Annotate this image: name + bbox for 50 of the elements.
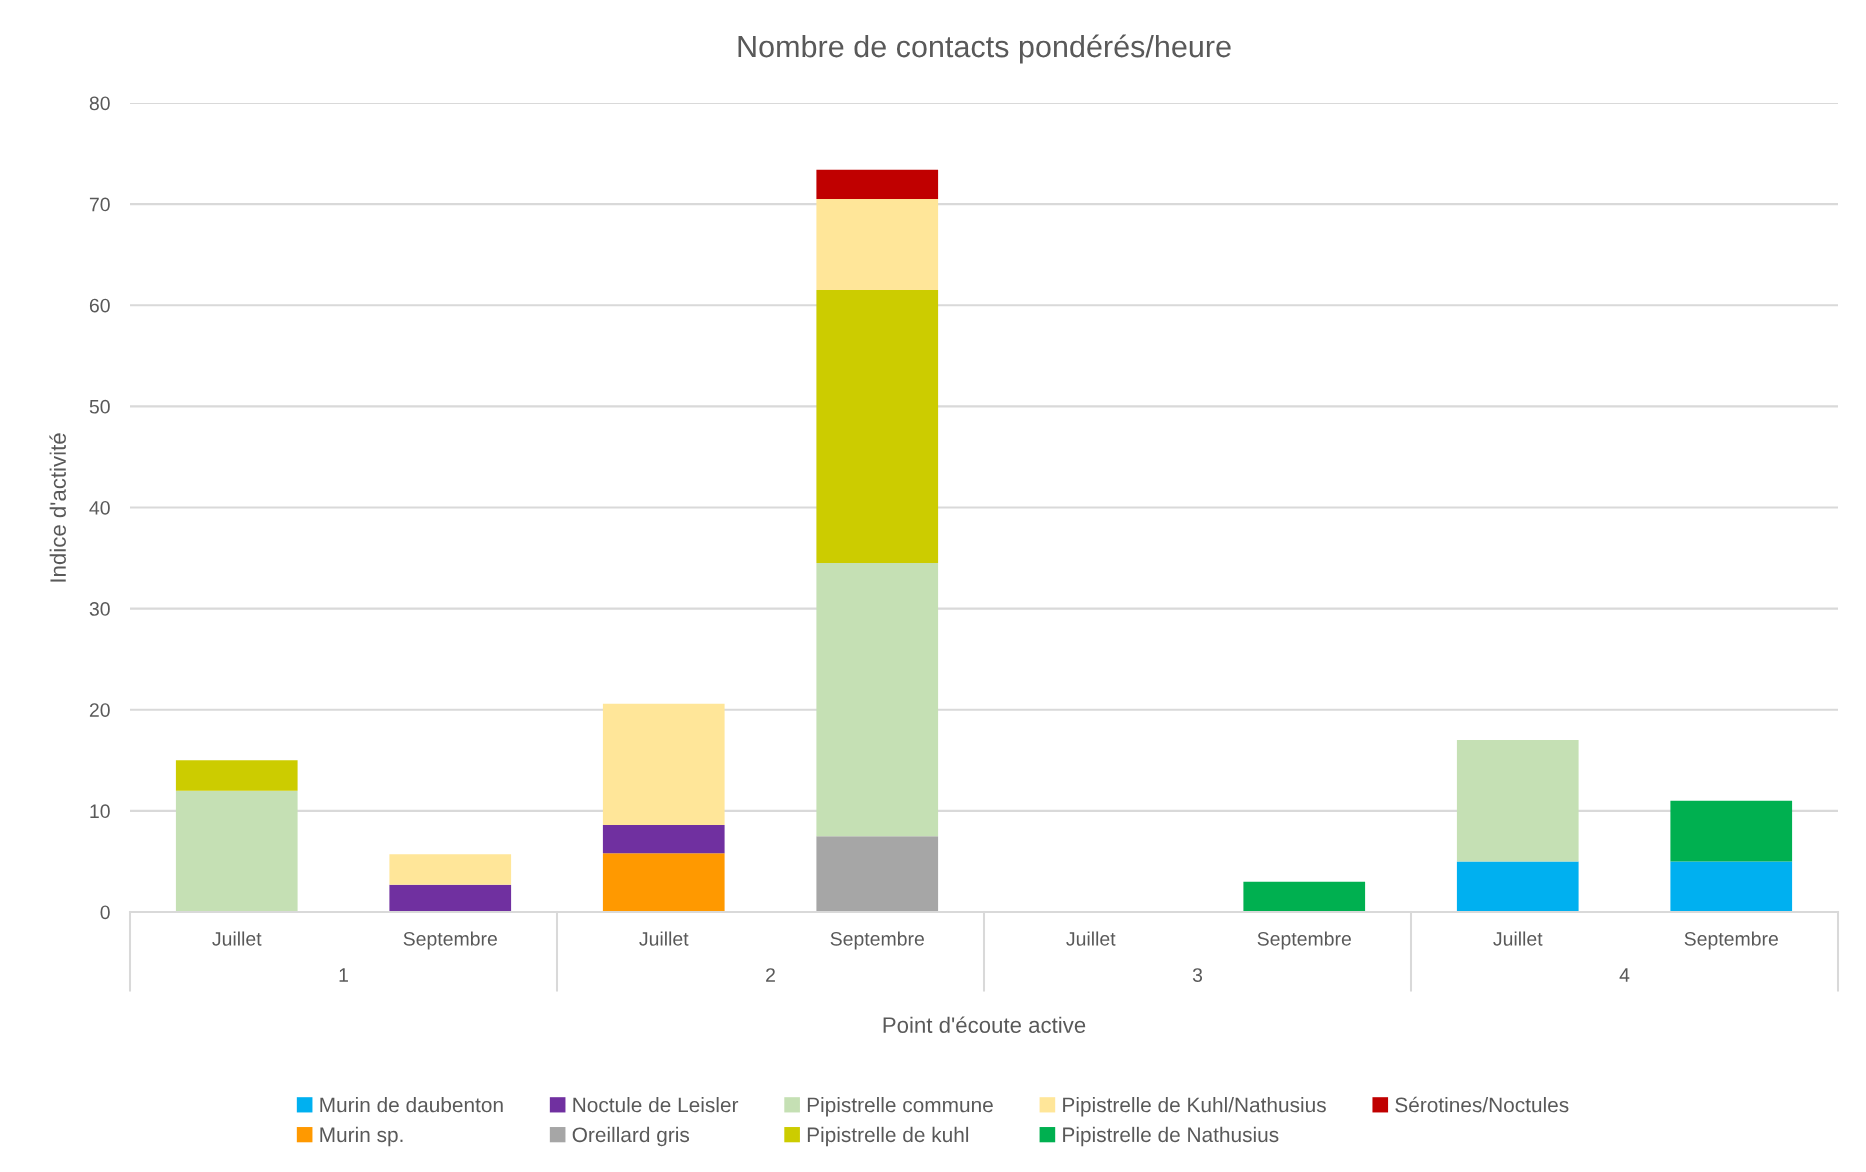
x-tick-label: Septembre <box>830 931 924 950</box>
x-tick-label: Juillet <box>1493 931 1543 946</box>
x-tick-label: Juillet <box>212 931 262 946</box>
bar <box>602 825 725 854</box>
text: 1 <box>339 968 348 982</box>
x-tick-label: Septembre <box>1257 931 1351 950</box>
y-axis-title: Indice d'activité <box>49 433 66 582</box>
bar <box>389 854 512 885</box>
bar <box>602 853 725 912</box>
legend-label: Pipistrelle commune <box>807 1096 993 1117</box>
bar <box>816 836 939 912</box>
bar <box>816 169 939 200</box>
x-tick-label: Juillet <box>1066 931 1116 946</box>
x-tick-label: Juillet <box>639 931 689 946</box>
legend-label: Murin sp. <box>320 1126 403 1147</box>
bar <box>175 760 298 791</box>
bar <box>389 884 512 912</box>
y-tick-label: 50 <box>89 399 110 414</box>
y-tick-label: 10 <box>90 804 110 819</box>
legend-label: Oreillard gris <box>572 1126 690 1147</box>
bar <box>175 790 298 912</box>
bar <box>1670 861 1793 912</box>
bar <box>1456 740 1579 862</box>
x-tick-label: Septembre <box>1684 931 1778 950</box>
text: 3 <box>1192 968 1203 982</box>
legend-label: Murin de daubenton <box>320 1096 503 1113</box>
x-axis-title: Point d'écoute active <box>883 1016 1086 1033</box>
bar <box>1670 800 1793 862</box>
text: 4 <box>1619 968 1630 982</box>
bar <box>1456 861 1579 912</box>
bar <box>816 199 939 291</box>
text: 2 <box>766 968 775 982</box>
y-tick-label: 70 <box>89 197 110 212</box>
y-tick-label: 30 <box>89 602 110 616</box>
legend-label: Pipistrelle de Kuhl/Nathusius <box>1063 1096 1326 1117</box>
y-tick-label: 60 <box>89 298 110 313</box>
legend-label: Sérotines/Noctules <box>1395 1096 1569 1113</box>
y-tick-label: 0 <box>100 905 110 920</box>
x-tick-label: Septembre <box>403 931 497 950</box>
y-tick-label: 80 <box>89 96 110 111</box>
legend-label: Pipistrelle de Nathusius <box>1063 1126 1279 1147</box>
bar <box>1243 881 1366 912</box>
bar <box>816 290 939 564</box>
legend-label: Noctule de Leisler <box>573 1096 739 1113</box>
legend-label: Pipistrelle de kuhl <box>807 1126 969 1147</box>
y-tick-label: 40 <box>89 500 110 515</box>
bar <box>816 563 939 837</box>
bar <box>602 703 725 826</box>
y-tick-label: 20 <box>89 703 110 717</box>
chart-title: Nombre de contacts pondérés/heure <box>738 34 1231 64</box>
